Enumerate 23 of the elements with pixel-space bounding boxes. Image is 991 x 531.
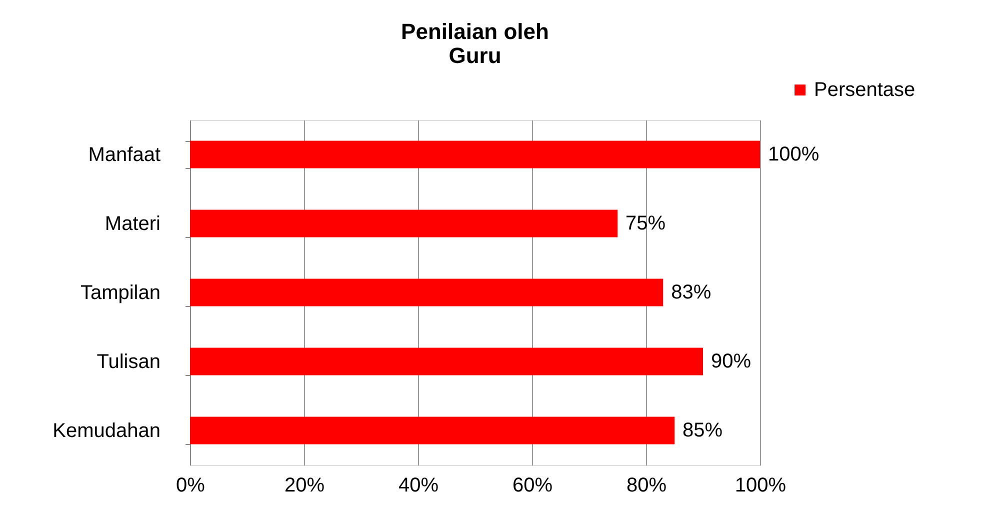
data-label: 75% [626,212,666,234]
x-tick-label: 0% [176,474,206,496]
y-tick-label: Manfaat [88,144,161,166]
x-tick-label: 20% [284,474,325,496]
bar [190,140,760,168]
bar [190,278,664,306]
x-tick-label: 80% [626,474,667,496]
data-label: 85% [682,420,723,442]
y-tick-label: Materi [104,213,160,235]
data-label: 83% [671,282,712,304]
legend-label: Persentase [814,79,916,101]
chart-title: Penilaian oleh Guru [401,19,549,68]
x-tick-label: 40% [398,474,439,496]
x-tick-label: 60% [512,474,553,496]
y-tick-label: Tampilan [80,282,160,304]
y-tick-label: Tulisan [96,351,160,373]
bar [190,416,674,444]
data-label: 100% [768,144,820,166]
bar [190,210,618,238]
data-label: 90% [711,350,752,372]
x-tick-label: 100% [734,474,786,496]
bar [190,348,703,376]
y-tick-label: Kemudahan [52,420,160,442]
